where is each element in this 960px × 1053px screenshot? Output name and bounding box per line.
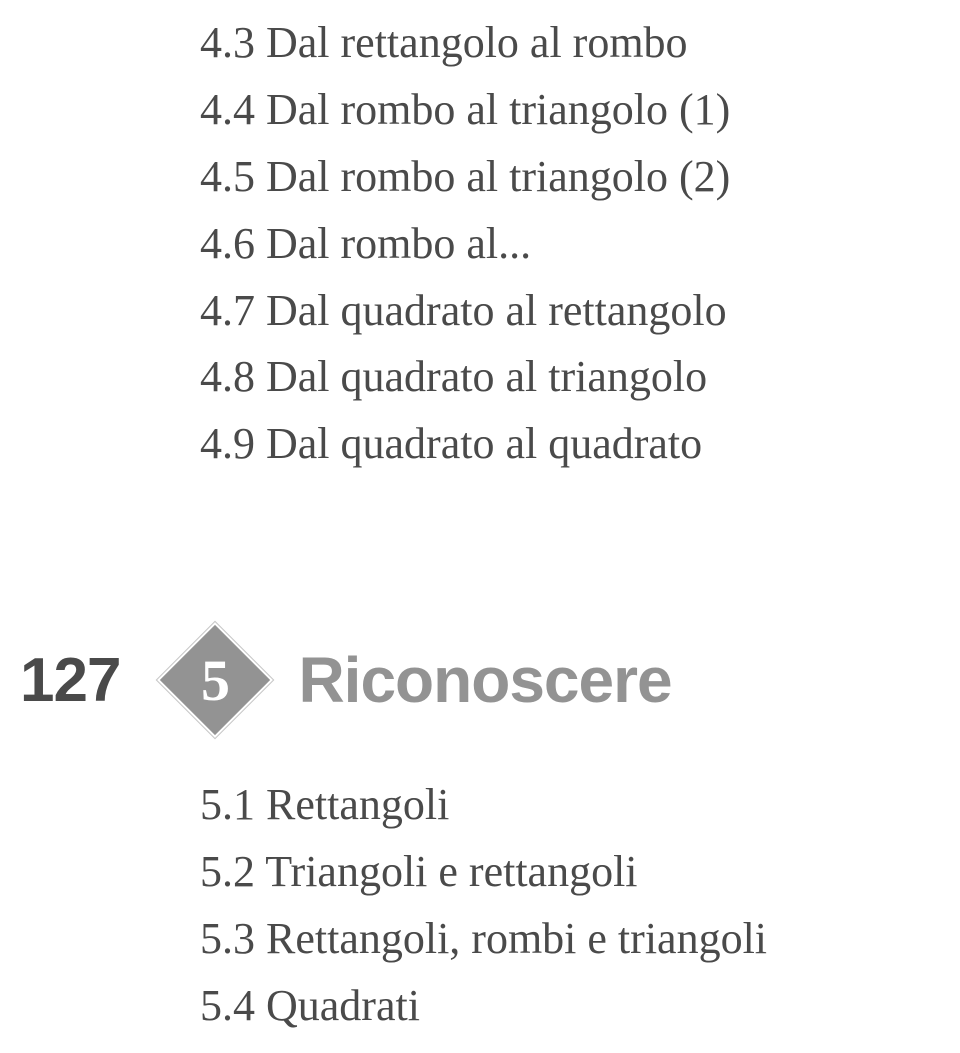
toc-list-lower: 5.1 Rettangoli 5.2 Triangoli e rettangol… xyxy=(200,772,920,1040)
toc-entry: 5.1 Rettangoli xyxy=(200,772,920,839)
toc-entry: 4.7 Dal quadrato al rettangolo xyxy=(200,278,920,345)
toc-entry: 5.4 Quadrati xyxy=(200,973,920,1040)
section-title: Riconoscere xyxy=(298,643,671,717)
toc-entry: 5.3 Rettangoli, rombi e triangoli xyxy=(200,906,920,973)
chapter-number: 5 xyxy=(160,625,270,735)
chapter-diamond: 5 xyxy=(160,625,270,735)
toc-entry: 4.4 Dal rombo al triangolo (1) xyxy=(200,77,920,144)
toc-entry: 5.2 Triangoli e rettangoli xyxy=(200,839,920,906)
toc-entry: 4.3 Dal rettangolo al rombo xyxy=(200,10,920,77)
toc-entry: 4.5 Dal rombo al triangolo (2) xyxy=(200,144,920,211)
section-header-row: 127 5 Riconoscere xyxy=(20,625,672,735)
toc-entry: 4.8 Dal quadrato al triangolo xyxy=(200,344,920,411)
toc-entry: 4.6 Dal rombo al... xyxy=(200,211,920,278)
section-page-number: 127 xyxy=(20,645,120,716)
toc-list-upper: 4.3 Dal rettangolo al rombo 4.4 Dal romb… xyxy=(200,10,920,478)
toc-entry: 4.9 Dal quadrato al quadrato xyxy=(200,411,920,478)
page: 4.3 Dal rettangolo al rombo 4.4 Dal romb… xyxy=(0,0,960,1053)
